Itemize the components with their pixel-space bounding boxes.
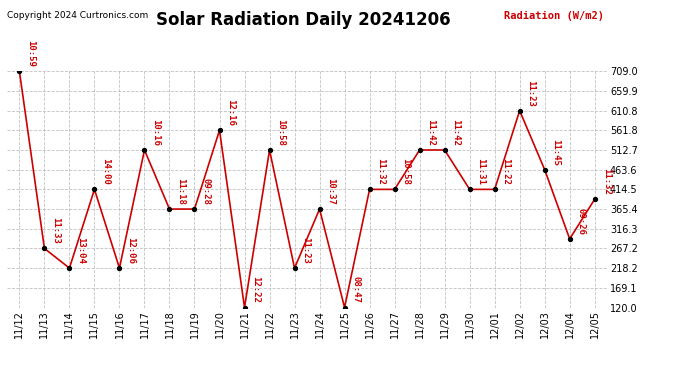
Point	[264, 147, 275, 153]
Text: 11:45: 11:45	[551, 139, 560, 165]
Text: 11:33: 11:33	[51, 217, 60, 244]
Text: 11:42: 11:42	[451, 119, 460, 146]
Text: Radiation (W/m2): Radiation (W/m2)	[504, 11, 604, 21]
Text: 14:00: 14:00	[101, 158, 110, 185]
Text: 08:47: 08:47	[351, 276, 360, 303]
Point	[514, 108, 525, 114]
Point	[189, 206, 200, 212]
Point	[39, 246, 50, 252]
Point	[489, 186, 500, 192]
Text: 10:58: 10:58	[402, 158, 411, 185]
Text: 11:23: 11:23	[526, 80, 535, 106]
Point	[89, 186, 100, 192]
Point	[339, 304, 350, 310]
Point	[439, 147, 450, 153]
Text: 11:42: 11:42	[426, 119, 435, 146]
Text: 11:32: 11:32	[602, 168, 611, 195]
Text: 10:16: 10:16	[151, 119, 160, 146]
Point	[364, 186, 375, 192]
Point	[64, 265, 75, 271]
Text: 10:58: 10:58	[277, 119, 286, 146]
Text: 09:28: 09:28	[201, 178, 210, 205]
Text: 11:22: 11:22	[502, 158, 511, 185]
Text: 13:04: 13:04	[77, 237, 86, 264]
Point	[14, 68, 25, 74]
Point	[114, 265, 125, 271]
Text: 12:22: 12:22	[251, 276, 260, 303]
Text: Copyright 2024 Curtronics.com: Copyright 2024 Curtronics.com	[7, 11, 148, 20]
Point	[564, 236, 575, 242]
Point	[314, 206, 325, 212]
Text: 11:23: 11:23	[302, 237, 310, 264]
Point	[164, 206, 175, 212]
Point	[589, 196, 600, 202]
Text: Solar Radiation Daily 20241206: Solar Radiation Daily 20241206	[157, 11, 451, 29]
Point	[139, 147, 150, 153]
Text: 12:06: 12:06	[126, 237, 135, 264]
Point	[539, 166, 550, 172]
Text: 12:16: 12:16	[226, 99, 235, 126]
Text: 09:26: 09:26	[577, 208, 586, 235]
Point	[214, 127, 225, 133]
Text: 11:18: 11:18	[177, 178, 186, 205]
Text: 11:31: 11:31	[477, 158, 486, 185]
Point	[464, 186, 475, 192]
Text: 10:59: 10:59	[26, 40, 35, 67]
Text: 10:37: 10:37	[326, 178, 335, 205]
Point	[239, 304, 250, 310]
Point	[289, 265, 300, 271]
Point	[414, 147, 425, 153]
Point	[389, 186, 400, 192]
Text: 11:32: 11:32	[377, 158, 386, 185]
